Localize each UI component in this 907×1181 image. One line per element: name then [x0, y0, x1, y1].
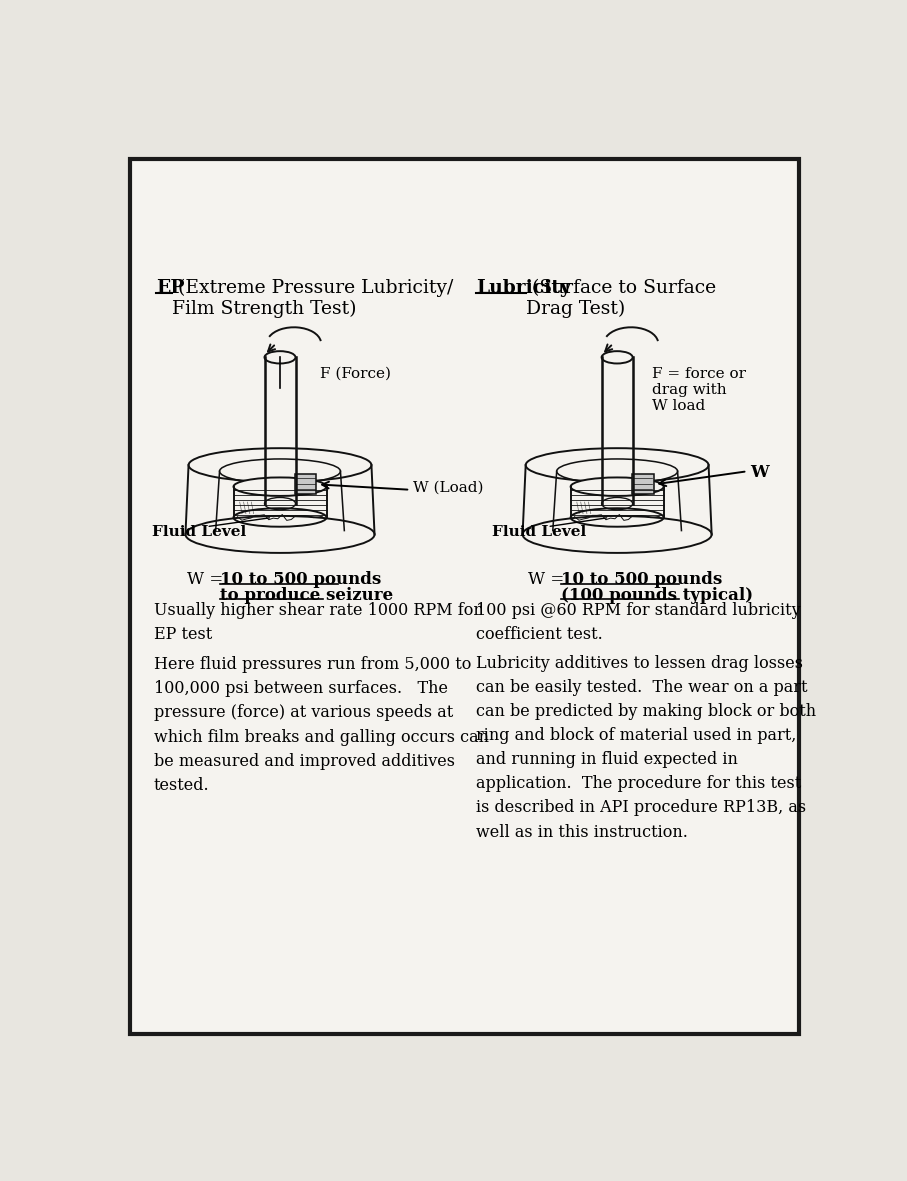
Ellipse shape [522, 516, 712, 553]
Ellipse shape [233, 477, 327, 496]
Text: (Extreme Pressure Lubricity/
Film Strength Test): (Extreme Pressure Lubricity/ Film Streng… [172, 279, 454, 318]
Ellipse shape [185, 516, 375, 553]
Text: W (Load): W (Load) [414, 481, 483, 495]
Ellipse shape [601, 351, 632, 364]
Text: EP: EP [156, 279, 184, 296]
Bar [632, 475, 654, 495]
Text: (100 pounds typical): (100 pounds typical) [561, 587, 753, 603]
Text: W =: W = [187, 572, 229, 588]
Text: Fluid Level: Fluid Level [152, 526, 247, 540]
Text: (Surface to Surface
Drag Test): (Surface to Surface Drag Test) [526, 279, 717, 318]
Text: F (Force): F (Force) [320, 366, 391, 380]
Text: Here fluid pressures run from 5,000 to
100,000 psi between surfaces.   The
press: Here fluid pressures run from 5,000 to 1… [153, 657, 489, 794]
Text: Lubricity: Lubricity [476, 279, 571, 296]
Ellipse shape [571, 477, 664, 496]
Text: W: W [750, 464, 769, 481]
Ellipse shape [265, 351, 296, 364]
Text: 100 psi @60 RPM for standard lubricity
coefficient test.: 100 psi @60 RPM for standard lubricity c… [476, 602, 801, 644]
Text: Lubricity additives to lessen drag losses
can be easily tested.  The wear on a p: Lubricity additives to lessen drag losse… [476, 654, 816, 841]
Text: F = force or
drag with
W load: F = force or drag with W load [652, 366, 746, 413]
Text: to produce seizure: to produce seizure [219, 587, 393, 603]
Text: W =: W = [528, 572, 570, 588]
Text: Usually higher shear rate 1000 RPM for
EP test: Usually higher shear rate 1000 RPM for E… [153, 602, 481, 644]
Text: Fluid Level: Fluid Level [492, 526, 586, 540]
Text: 10 to 500 pounds: 10 to 500 pounds [219, 572, 381, 588]
Bar [295, 475, 317, 495]
Text: 10 to 500 pounds: 10 to 500 pounds [561, 572, 722, 588]
